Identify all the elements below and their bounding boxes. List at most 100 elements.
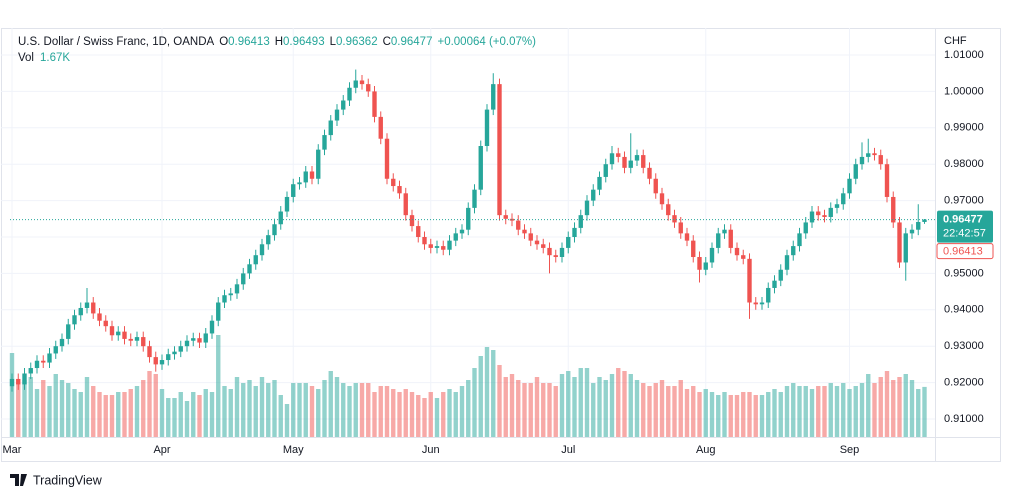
candle-body [247,264,252,274]
candle-body [609,153,615,165]
volume-bar [816,386,821,437]
candle-body [272,224,277,236]
volume-bar [466,380,471,437]
candle-body [153,357,158,365]
volume-bar [9,353,15,437]
volume-bar [603,380,608,437]
volume-bar [759,395,765,437]
ohlc-value: 0.96493 [283,36,325,48]
volume-bar [853,386,858,437]
prev-close-box [936,243,994,260]
volume-bar [534,377,540,437]
volume-bar [328,371,333,437]
candle-body [316,149,321,179]
volume-bar [453,392,458,437]
candle-body [478,146,483,190]
y-tick-label: 0.94000 [944,304,984,316]
candle-body [784,255,790,270]
candle-body [34,360,40,369]
candle-body [559,247,565,258]
candle-body [159,360,165,365]
candle-body [772,280,777,288]
ohlc-key: H [275,36,283,48]
candle-body [672,215,677,223]
candle-body [222,295,227,303]
candle-body [909,229,915,234]
candle-body [516,220,521,230]
ohlc-value: 0.96413 [228,36,270,48]
currency: CHF [944,35,967,47]
volume-bar [872,383,877,437]
volume-bar [753,395,758,437]
candle-body [553,255,558,258]
candle-body [197,338,202,343]
volume-bar [178,392,183,437]
volume-bar [241,383,246,437]
candle-body [634,155,640,161]
volume-bar [672,386,677,437]
volume-bar [459,386,465,437]
volume-bar [822,386,827,437]
candle-body [447,240,452,250]
volume-bar [378,386,383,437]
candle-body [172,351,177,355]
y-tick-label: 0.98000 [944,158,984,170]
volume-bar [709,392,715,437]
volume-bar [197,395,202,437]
candle-body [278,211,283,225]
candle-body [378,116,383,139]
candle-body [709,247,715,263]
volume-bar [859,383,865,437]
volume-bar [297,383,302,437]
y-tick-label: 1.01000 [944,49,984,61]
candle-body [578,215,583,228]
volume-bar [734,395,740,437]
x-tick-label: May [283,444,304,456]
x-tick-label: Jun [422,444,440,456]
volume-bar [416,395,421,437]
candle-body [441,246,446,250]
candle-body [666,204,671,216]
volume-bar [222,386,227,437]
candle-body [622,156,627,168]
volume-bar [116,392,121,437]
candle-body [59,338,65,347]
ohlc-value: 0.96362 [336,36,378,48]
volume-bar [384,386,390,437]
candle-body [97,313,102,321]
candle-body [334,109,340,121]
candle-body [122,331,127,339]
candle-body [678,222,683,234]
candle-body [716,233,721,248]
volume-bar [372,392,377,437]
candle-body [572,227,577,237]
volume-bar [791,383,796,437]
volume-bar [866,374,871,437]
volume-bar [647,386,652,437]
volume-bar [103,395,108,437]
candle-body [459,229,465,234]
candle-body [72,315,77,325]
candle-body [259,244,265,256]
candle-body [834,204,840,208]
volume-bar [59,380,65,437]
candle-body [403,193,408,216]
volume-value: 1.67K [40,52,70,64]
volume-bar [122,392,127,437]
candle-body [359,80,365,85]
volume-bar [491,350,496,437]
candle-body [41,360,46,363]
volume-bar [578,368,583,437]
candle-body [428,244,433,248]
volume-bar [684,389,690,437]
candle-body [734,247,740,256]
candle-body [397,186,402,194]
candle-body [84,302,90,308]
countdown: 22:42:57 [943,228,986,240]
candle-body [803,222,808,234]
volume-bar [828,383,833,437]
volume-bar [322,380,327,437]
volume-bar [766,392,771,437]
volume-bar [284,404,290,437]
